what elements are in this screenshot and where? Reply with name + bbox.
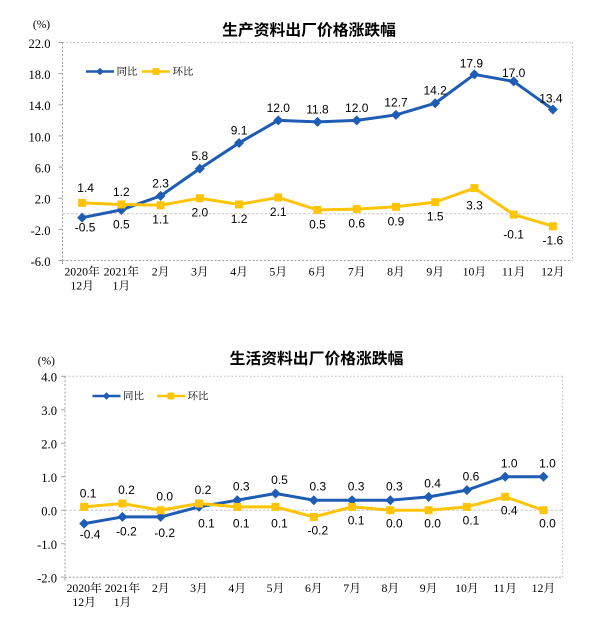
svg-text:0.9: 0.9: [388, 214, 405, 228]
svg-text:2021: 2021: [105, 581, 129, 595]
svg-text:12: 12: [70, 279, 82, 293]
svg-text:2: 2: [152, 581, 158, 595]
svg-text:1.0: 1.0: [41, 471, 57, 485]
svg-text:7: 7: [343, 581, 349, 595]
svg-text:1.0: 1.0: [539, 456, 556, 470]
svg-text:10.0: 10.0: [28, 130, 50, 144]
svg-text:9: 9: [420, 581, 426, 595]
svg-text:5: 5: [267, 581, 273, 595]
svg-text:12: 12: [72, 595, 84, 609]
svg-text:0.1: 0.1: [463, 513, 480, 527]
svg-text:0.2: 0.2: [195, 483, 212, 497]
svg-text:2.0: 2.0: [191, 206, 208, 220]
svg-text:0.4: 0.4: [424, 476, 441, 490]
svg-text:2.0: 2.0: [35, 193, 51, 207]
svg-text:0.0: 0.0: [386, 517, 403, 531]
svg-text:14.2: 14.2: [424, 84, 448, 98]
svg-text:0.1: 0.1: [198, 516, 215, 530]
svg-text:12.0: 12.0: [345, 101, 369, 115]
svg-text:(%): (%): [38, 356, 55, 368]
svg-text:11: 11: [502, 265, 513, 279]
svg-text:0.0: 0.0: [41, 505, 57, 519]
svg-text:17.9: 17.9: [460, 56, 484, 70]
svg-text:1.2: 1.2: [231, 212, 248, 226]
svg-text:-2.0: -2.0: [31, 224, 51, 238]
svg-text:1.2: 1.2: [113, 185, 130, 199]
svg-text:-0.2: -0.2: [154, 526, 175, 540]
svg-text:1: 1: [113, 279, 119, 293]
svg-text:2020: 2020: [64, 265, 88, 279]
svg-text:0.3: 0.3: [348, 480, 365, 494]
svg-text:0.1: 0.1: [271, 516, 288, 530]
svg-text:14.0: 14.0: [28, 99, 50, 113]
svg-text:1: 1: [114, 595, 120, 609]
svg-text:2020: 2020: [66, 581, 90, 595]
svg-text:2.0: 2.0: [41, 438, 57, 452]
svg-text:4: 4: [228, 581, 234, 595]
svg-text:1.0: 1.0: [501, 456, 518, 470]
svg-text:10: 10: [455, 581, 467, 595]
svg-text:0.6: 0.6: [348, 217, 365, 231]
svg-text:1.1: 1.1: [152, 213, 169, 227]
svg-text:0.3: 0.3: [309, 480, 326, 494]
svg-text:3.3: 3.3: [466, 199, 483, 213]
svg-text:7: 7: [348, 265, 354, 279]
svg-text:-0.1: -0.1: [503, 228, 524, 242]
svg-text:0.3: 0.3: [233, 480, 250, 494]
svg-text:9.1: 9.1: [231, 123, 248, 137]
svg-text:11: 11: [493, 581, 504, 595]
svg-text:0.5: 0.5: [271, 473, 288, 487]
svg-text:9: 9: [426, 265, 432, 279]
svg-text:-0.5: -0.5: [75, 221, 96, 235]
svg-text:17.0: 17.0: [502, 66, 526, 80]
svg-text:0.0: 0.0: [156, 490, 173, 504]
svg-text:0.5: 0.5: [113, 217, 130, 231]
svg-text:10: 10: [463, 265, 475, 279]
svg-text:22.0: 22.0: [28, 37, 50, 51]
svg-text:6.0: 6.0: [35, 161, 51, 175]
svg-text:12: 12: [532, 581, 544, 595]
svg-text:4: 4: [230, 265, 236, 279]
svg-text:8: 8: [387, 265, 393, 279]
svg-text:0.5: 0.5: [309, 217, 326, 231]
svg-text:8: 8: [382, 581, 388, 595]
svg-text:1.4: 1.4: [77, 181, 94, 195]
svg-text:2: 2: [152, 265, 158, 279]
svg-text:4.0: 4.0: [41, 371, 57, 385]
svg-text:3.0: 3.0: [41, 404, 57, 418]
svg-text:(%): (%): [33, 19, 50, 31]
svg-text:0.1: 0.1: [233, 516, 250, 530]
svg-text:13.4: 13.4: [539, 91, 563, 105]
svg-text:-1.0: -1.0: [37, 538, 57, 552]
svg-text:-0.2: -0.2: [307, 523, 328, 537]
svg-text:12.0: 12.0: [267, 101, 291, 115]
svg-text:0.6: 0.6: [463, 470, 480, 484]
svg-text:-1.6: -1.6: [543, 234, 564, 248]
svg-text:-0.4: -0.4: [80, 528, 101, 542]
svg-text:2021: 2021: [104, 265, 128, 279]
svg-text:12: 12: [541, 265, 553, 279]
svg-text:18.0: 18.0: [28, 68, 50, 82]
svg-text:0.1: 0.1: [348, 513, 365, 527]
svg-text:-0.2: -0.2: [116, 524, 137, 538]
svg-text:2.1: 2.1: [270, 205, 287, 219]
svg-text:-6.0: -6.0: [31, 255, 51, 269]
svg-text:-2.0: -2.0: [37, 572, 57, 586]
svg-text:5: 5: [269, 265, 275, 279]
svg-text:3: 3: [191, 265, 197, 279]
svg-text:3: 3: [190, 581, 196, 595]
svg-text:2.3: 2.3: [152, 176, 169, 190]
svg-text:0.3: 0.3: [386, 480, 403, 494]
svg-text:0.4: 0.4: [501, 503, 518, 517]
svg-text:0.2: 0.2: [118, 483, 135, 497]
svg-text:0.0: 0.0: [539, 517, 556, 531]
svg-text:12.7: 12.7: [384, 95, 408, 109]
svg-text:1.5: 1.5: [427, 210, 444, 224]
svg-text:6: 6: [305, 581, 311, 595]
svg-text:11.8: 11.8: [306, 102, 329, 116]
svg-text:6: 6: [309, 265, 315, 279]
svg-text:5.8: 5.8: [191, 149, 208, 163]
svg-text:0.1: 0.1: [80, 486, 97, 500]
svg-text:0.0: 0.0: [424, 517, 441, 531]
